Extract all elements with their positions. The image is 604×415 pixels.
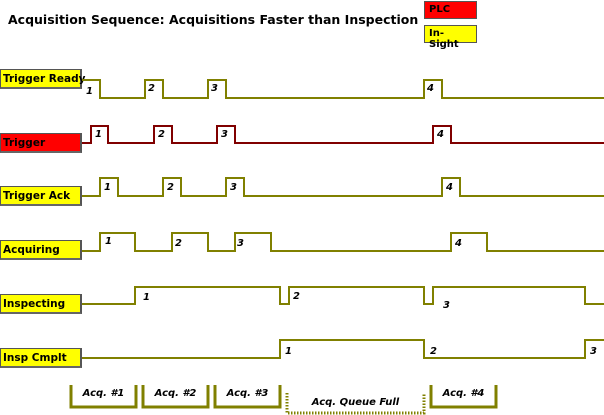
pulse-label: 2 [167, 182, 174, 193]
pulse-label: 4 [436, 129, 444, 140]
pulse-label: 1 [104, 182, 111, 193]
pulse-label: 1 [143, 292, 150, 303]
phase-label: Acq. #1 [82, 388, 125, 399]
signal-label-trigger-ack: Trigger Ack [0, 186, 82, 206]
pulse-label: 3 [237, 238, 244, 249]
phase-bracket [69, 385, 138, 409]
pulse-label: 2 [430, 346, 437, 357]
legend-in-sight: In-Sight [424, 25, 477, 50]
pulse-label: 3 [221, 129, 228, 140]
phase-label: Acq. #4 [442, 388, 485, 399]
phase-label: Acq. #3 [226, 388, 269, 399]
pulse-label: 3 [443, 300, 450, 311]
signal-label-inspecting: Inspecting [0, 294, 82, 314]
signal-label-acquiring: Acquiring [0, 240, 82, 260]
pulse-label: 2 [158, 129, 165, 140]
legend-plc: PLC [424, 1, 477, 19]
pulse-label: 2 [175, 238, 182, 249]
pulse-label: 4 [426, 83, 434, 94]
waveform-insp-cmplt [82, 339, 604, 359]
pulse-label: 1 [285, 346, 292, 357]
pulse-label: 1 [95, 129, 102, 140]
phase-bracket [213, 385, 282, 409]
pulse-label: 1 [105, 236, 112, 247]
waveform-acquiring [82, 232, 604, 252]
waveform-trigger-ready [82, 79, 604, 99]
phase-bracket [429, 385, 498, 409]
pulse-label: 3 [590, 346, 597, 357]
pulse-label: 4 [445, 182, 453, 193]
pulse-label: 3 [230, 182, 237, 193]
pulse-label: 2 [148, 83, 155, 94]
waveform-trigger-ack [82, 177, 604, 197]
phase-label: Acq. Queue Full [311, 397, 400, 408]
phase-bracket [141, 385, 210, 409]
phase-label: Acq. #2 [154, 388, 197, 399]
pulse-label: 1 [86, 86, 93, 97]
diagram-title: Acquisition Sequence: Acquisitions Faste… [8, 12, 419, 27]
waveform-inspecting [82, 286, 604, 305]
waveform-trigger [82, 125, 604, 144]
signal-label-trigger-ready: Trigger Ready [0, 69, 85, 89]
phase-bracket [285, 393, 426, 415]
signal-label-insp-cmplt: Insp Cmplt [0, 348, 82, 368]
signal-label-trigger: Trigger [0, 133, 82, 153]
pulse-label: 3 [211, 83, 218, 94]
pulse-label: 4 [454, 238, 462, 249]
pulse-label: 2 [293, 291, 300, 302]
